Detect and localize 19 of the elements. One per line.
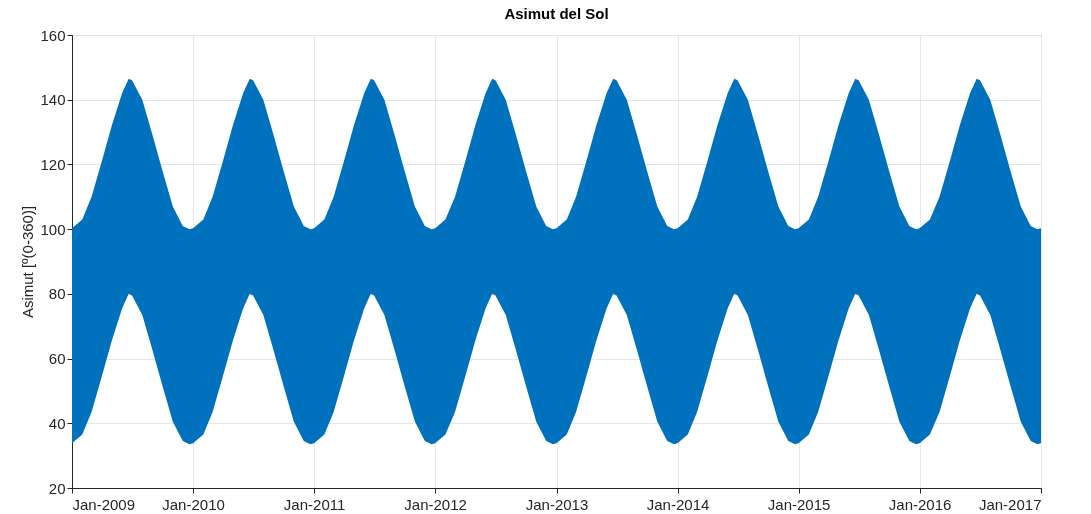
chart-title: Asimut del Sol (504, 5, 609, 22)
y-tick-label: 40 (48, 414, 66, 432)
x-tick-label: Jan-2016 (888, 495, 952, 513)
y-axis-title: Asimut [º(0-360)] (19, 205, 37, 319)
y-tick-label: 80 (48, 285, 66, 303)
x-tick-label: Jan-2017 (978, 495, 1042, 513)
x-tick-label: Jan-2011 (283, 495, 346, 513)
y-tick-label: 120 (40, 155, 66, 173)
y-tick-label: 160 (40, 26, 66, 44)
x-tick-label: Jan-2009 (72, 495, 136, 513)
x-tick-label: Jan-2013 (525, 495, 589, 513)
x-tick-label: Jan-2012 (404, 495, 467, 513)
y-tick-label: 60 (48, 350, 66, 368)
x-tick-label: Jan-2015 (767, 495, 831, 513)
y-tick-label: 140 (40, 91, 66, 109)
x-tick-label: Jan-2010 (162, 495, 225, 513)
x-tick-label: Jan-2014 (646, 495, 710, 513)
y-tick-label: 20 (48, 479, 66, 497)
y-tick-label: 100 (40, 220, 66, 238)
